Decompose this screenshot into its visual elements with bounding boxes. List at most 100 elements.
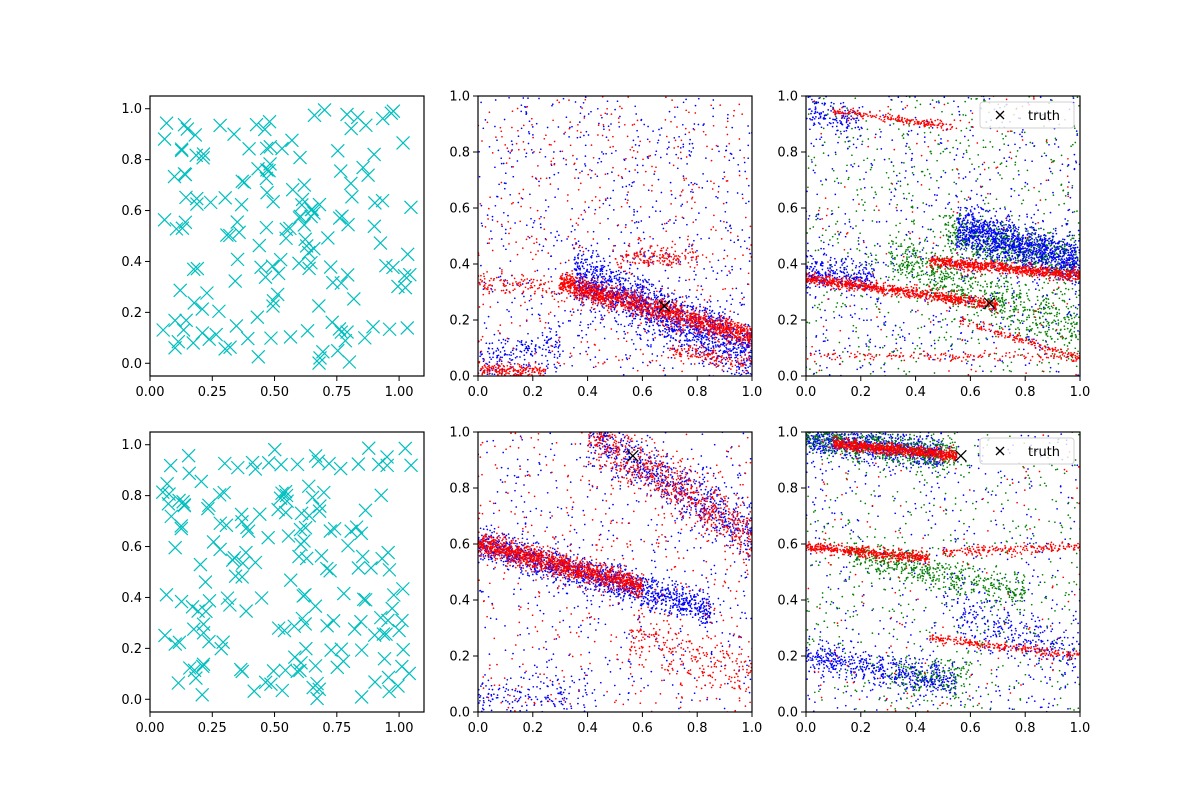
data-point [667, 255, 670, 257]
data-point [744, 349, 747, 352]
data-point [530, 278, 533, 281]
data-point [520, 197, 523, 199]
data-point [708, 309, 711, 312]
data-point [559, 286, 562, 288]
data-point [590, 297, 593, 300]
data-point [708, 342, 710, 345]
data-point [649, 247, 652, 249]
data-point [735, 371, 738, 374]
data-point [556, 99, 559, 102]
data-point [537, 250, 539, 252]
data-point [705, 347, 707, 349]
data-point [612, 135, 614, 138]
scatter-point [169, 221, 184, 236]
data-point [614, 298, 617, 300]
data-point [697, 123, 700, 126]
data-point [686, 304, 689, 307]
data-point [738, 103, 741, 106]
data-point [726, 370, 729, 373]
data-point [607, 238, 610, 240]
data-point [710, 266, 713, 269]
data-point [595, 297, 598, 300]
data-point [662, 263, 664, 266]
data-point [632, 296, 635, 299]
data-point [494, 366, 497, 369]
data-point [590, 299, 593, 301]
data-point [605, 292, 608, 294]
data-point [643, 253, 645, 255]
data-point [656, 355, 659, 357]
data-point [500, 197, 503, 200]
data-point [579, 136, 582, 139]
data-point [569, 356, 571, 359]
data-point [590, 268, 592, 271]
scatter-point [391, 279, 405, 294]
data-point [612, 209, 615, 211]
scatter-point [195, 302, 210, 316]
data-point [551, 103, 554, 106]
data-point [666, 319, 668, 322]
data-point [700, 342, 702, 344]
data-point [698, 311, 701, 313]
data-point [531, 175, 534, 178]
data-point [632, 304, 635, 306]
data-point [630, 288, 632, 290]
data-point [626, 331, 629, 334]
data-point [626, 202, 629, 204]
data-point [670, 356, 673, 359]
scatter-point [341, 217, 355, 232]
data-point [551, 295, 554, 297]
data-point [688, 289, 691, 291]
data-point [701, 362, 704, 365]
data-point [579, 272, 582, 275]
data-point [640, 304, 643, 306]
scatter-point [260, 185, 274, 200]
data-point [749, 372, 752, 375]
data-point [660, 191, 663, 194]
data-point [547, 363, 550, 366]
data-point [679, 151, 682, 154]
data-point [720, 269, 723, 272]
data-point [682, 328, 684, 330]
data-point [700, 337, 703, 340]
data-point [652, 237, 654, 240]
data-point [695, 313, 698, 316]
data-point [614, 320, 617, 322]
data-point [716, 327, 719, 330]
data-point [685, 315, 688, 317]
data-point [509, 363, 512, 366]
data-point [748, 342, 751, 345]
data-point [504, 342, 507, 345]
data-point [712, 270, 715, 272]
data-point [648, 278, 650, 281]
data-point [519, 350, 522, 353]
data-point [587, 346, 590, 349]
data-point [613, 317, 616, 319]
data-point [735, 326, 738, 329]
data-point [724, 321, 727, 324]
data-point [729, 340, 732, 343]
data-point [719, 361, 722, 364]
data-point [597, 293, 600, 295]
data-point [673, 289, 676, 292]
data-point [553, 163, 556, 166]
data-point [673, 318, 675, 321]
data-point [605, 136, 608, 139]
data-point [727, 326, 729, 329]
data-point [677, 328, 680, 331]
data-point [502, 245, 505, 247]
data-point [652, 338, 655, 340]
data-point [577, 267, 580, 270]
data-point [621, 277, 623, 279]
data-point [707, 338, 710, 341]
scatter-point [257, 122, 272, 137]
data-point [651, 333, 654, 336]
data-point [521, 247, 524, 249]
data-point [714, 344, 717, 346]
data-point [615, 277, 618, 280]
data-point [647, 249, 650, 252]
data-point [659, 299, 662, 301]
data-point [622, 259, 625, 262]
data-point [576, 266, 579, 269]
data-point [566, 200, 569, 202]
